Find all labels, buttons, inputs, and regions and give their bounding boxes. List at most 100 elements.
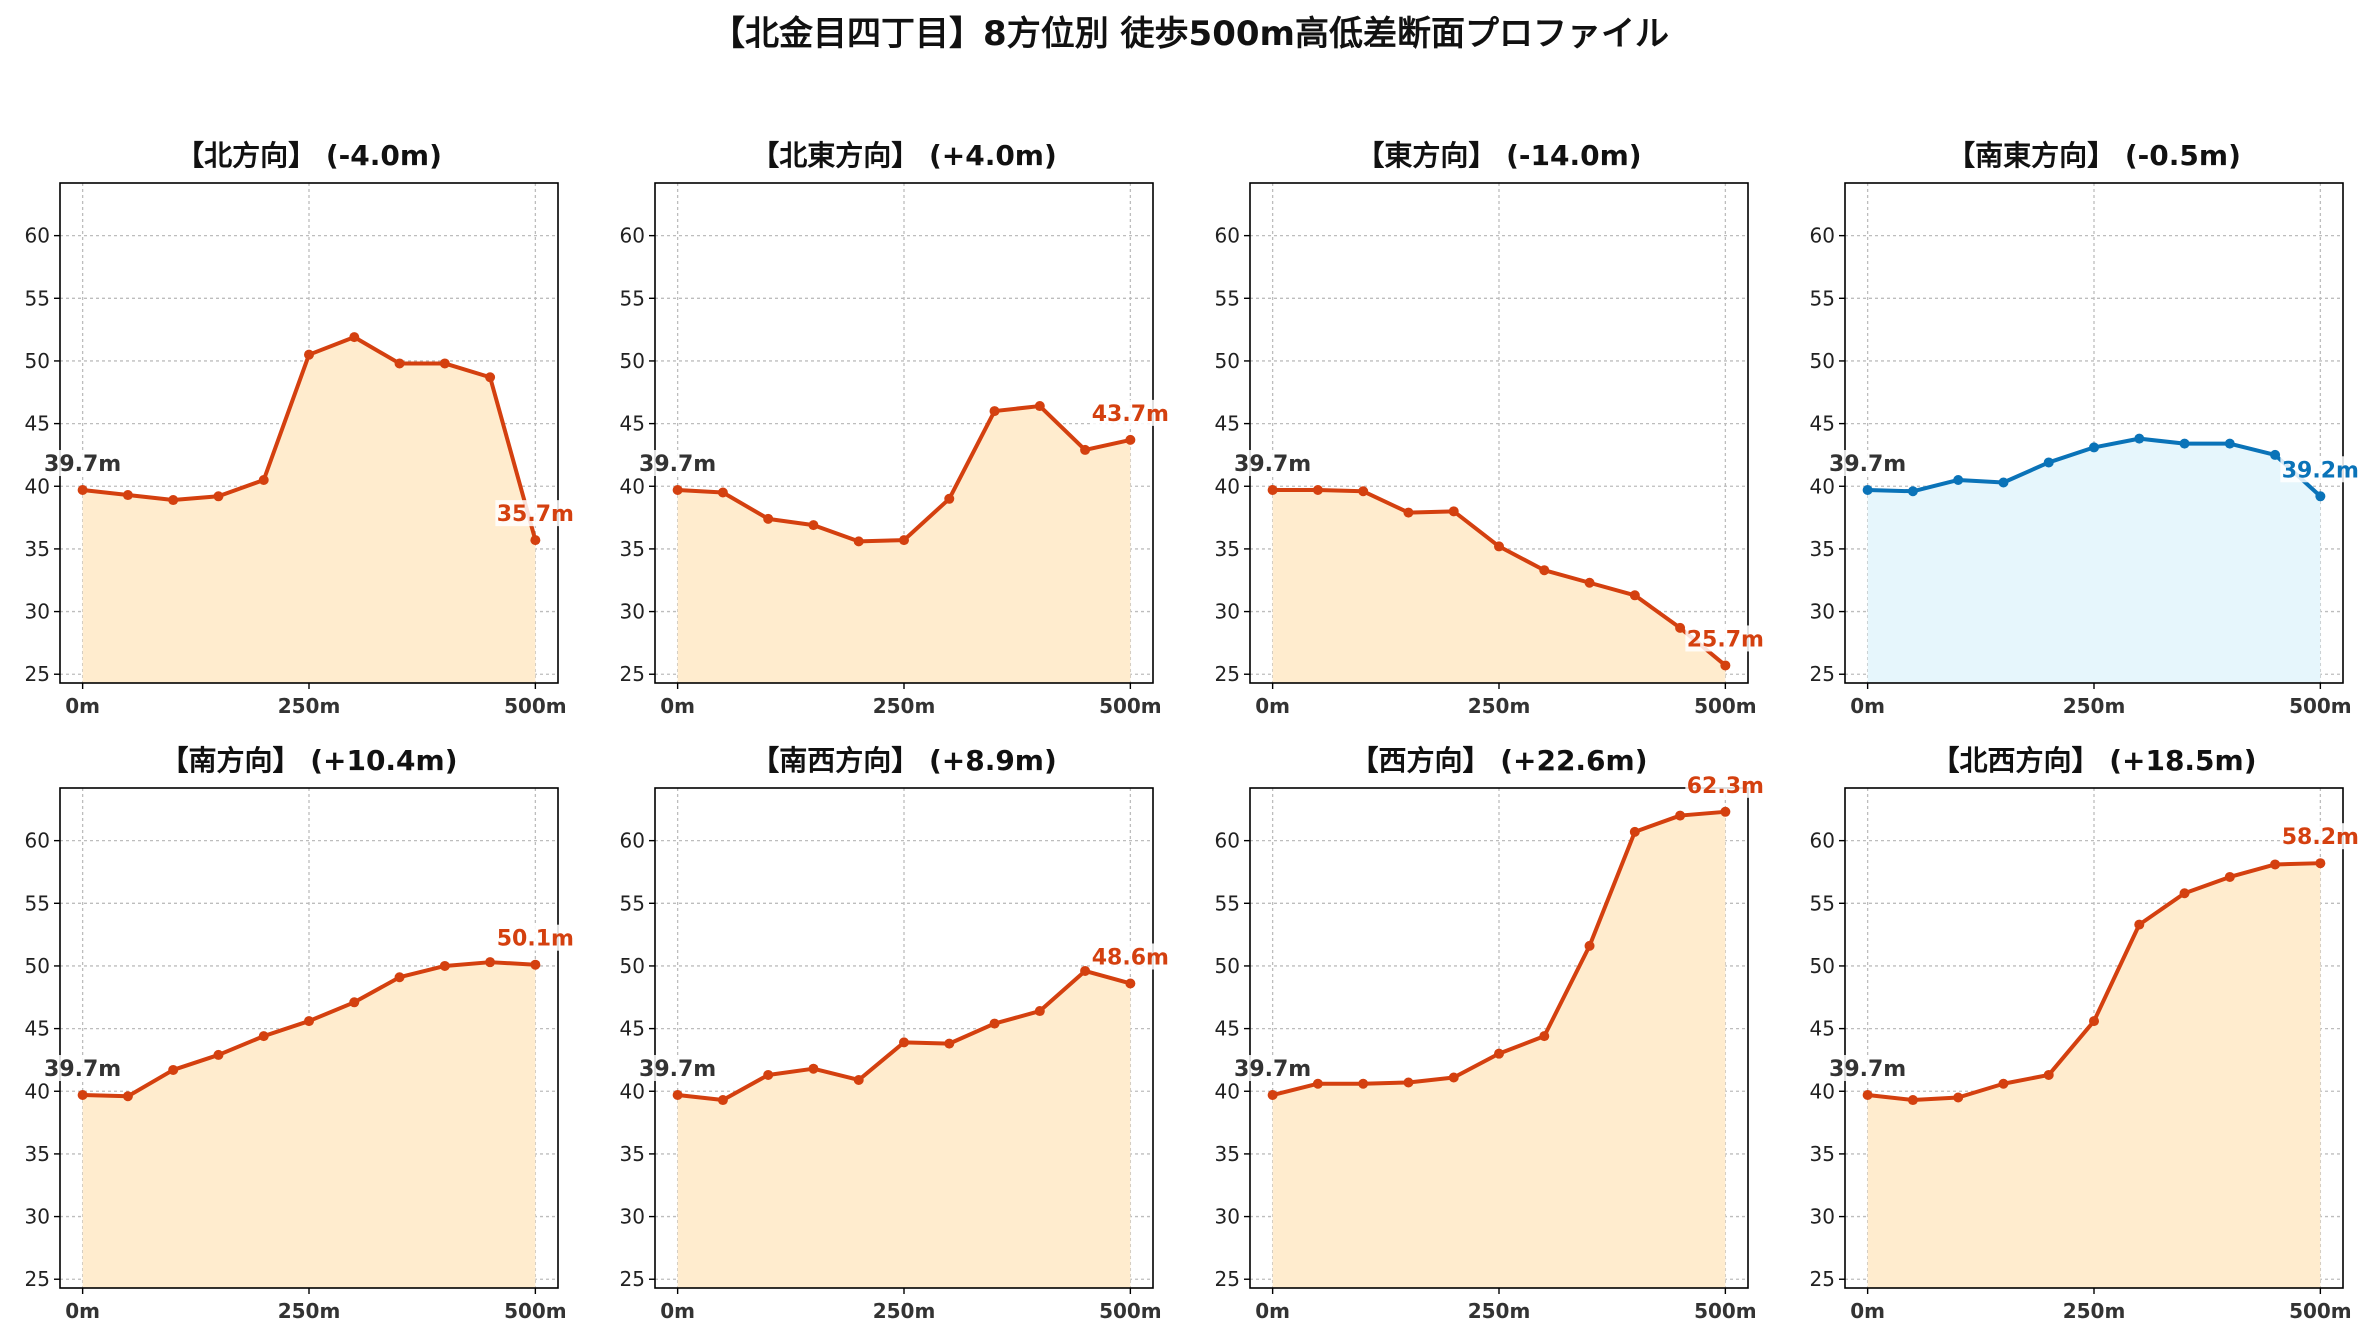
y-tick-label: 60 <box>1215 829 1240 853</box>
x-tick-label: 0m <box>1255 1299 1290 1323</box>
x-tick-label: 500m <box>2289 694 2352 718</box>
start-elevation-label: 39.7m <box>639 452 716 477</box>
data-point <box>808 1063 819 1074</box>
data-point <box>1953 1092 1964 1103</box>
data-point <box>1629 826 1640 837</box>
data-point <box>530 535 541 546</box>
profile-panel-3: 【東方向】 (-14.0m) 25 30 35 40 45 50 55 60 0m 250m 500m… <box>1215 139 1766 718</box>
start-elevation-label: 39.7m <box>44 1057 121 1082</box>
y-tick-label: 25 <box>620 1267 645 1291</box>
y-tick-label: 60 <box>1810 224 1835 248</box>
y-tick-label: 60 <box>1810 829 1835 853</box>
start-elevation-label: 39.7m <box>1829 1057 1906 1082</box>
y-tick-label: 30 <box>25 1205 50 1229</box>
data-point <box>2043 457 2054 468</box>
figure-title: 【北金目四丁目】8方位別 徒歩500m高低差断面プロファイル <box>711 14 1669 54</box>
end-elevation-label: 25.7m <box>1687 627 1764 652</box>
y-tick-label: 35 <box>1810 1142 1835 1166</box>
data-point <box>2270 859 2281 870</box>
start-label-bg <box>1827 1055 1908 1082</box>
y-tick-label: 25 <box>1810 662 1835 686</box>
start-label-bg <box>637 450 718 477</box>
y-tick-label: 60 <box>25 829 50 853</box>
data-point <box>2134 919 2145 930</box>
y-tick-label: 25 <box>1810 1267 1835 1291</box>
y-tick-label: 50 <box>1810 954 1835 978</box>
y-tick-label: 60 <box>25 224 50 248</box>
data-point <box>1125 978 1136 989</box>
y-tick-label: 25 <box>25 662 50 686</box>
data-point <box>439 960 450 971</box>
y-tick-label: 40 <box>1810 474 1835 498</box>
y-tick-label: 55 <box>1215 286 1240 310</box>
data-point <box>122 1091 133 1102</box>
end-elevation-label: 35.7m <box>497 502 574 527</box>
y-tick-label: 50 <box>25 954 50 978</box>
y-tick-label: 40 <box>25 1079 50 1103</box>
x-tick-label: 500m <box>1099 694 1162 718</box>
y-tick-label: 55 <box>25 286 50 310</box>
x-tick-label: 0m <box>65 694 100 718</box>
profile-panel-1: 【北方向】 (-4.0m) 25 30 35 40 45 50 55 60 0m 250m 500m 3… <box>25 139 576 718</box>
start-label-bg <box>42 450 123 477</box>
data-point <box>763 513 774 524</box>
end-label-bg <box>495 500 576 527</box>
y-tick-label: 35 <box>620 537 645 561</box>
data-point <box>1629 590 1640 601</box>
y-tick-label: 30 <box>1215 1205 1240 1229</box>
x-tick-label: 0m <box>660 694 695 718</box>
data-point <box>2224 438 2235 449</box>
data-point <box>1907 1095 1918 1106</box>
panel-title: 【東方向】 (-14.0m) <box>1356 139 1641 172</box>
data-point <box>1312 485 1323 496</box>
data-point <box>1034 1006 1045 1017</box>
data-point <box>2315 858 2326 869</box>
end-label-bg <box>1685 625 1766 652</box>
profile-panel-8: 【北西方向】 (+18.5m) 25 30 35 40 45 50 55 60 0m 250m 500… <box>1810 744 2361 1323</box>
y-tick-label: 60 <box>620 224 645 248</box>
start-elevation-label: 39.7m <box>44 452 121 477</box>
y-tick-label: 50 <box>1810 349 1835 373</box>
data-point <box>2089 1016 2099 1027</box>
panel-title: 【西方向】 (+22.6m) <box>1350 744 1647 777</box>
area-fill <box>82 337 536 683</box>
area-fill <box>1867 863 2321 1288</box>
x-tick-label: 250m <box>2063 1299 2126 1323</box>
data-point <box>213 491 224 502</box>
x-tick-label: 0m <box>65 1299 100 1323</box>
data-point <box>2089 442 2099 453</box>
data-point <box>1907 486 1918 497</box>
x-tick-label: 500m <box>2289 1299 2352 1323</box>
data-point <box>672 1090 683 1101</box>
data-point <box>1267 1090 1278 1101</box>
end-elevation-label: 62.3m <box>1687 774 1764 799</box>
start-label-bg <box>42 1055 123 1082</box>
data-point <box>2043 1069 2054 1080</box>
end-label-bg <box>1090 399 1171 426</box>
panel-title: 【南西方向】 (+8.9m) <box>751 744 1057 777</box>
data-point <box>944 493 955 504</box>
profile-panel-7: 【西方向】 (+22.6m) 25 30 35 40 45 50 55 60 0m 250m 500m… <box>1215 744 1766 1323</box>
data-point <box>1267 485 1278 496</box>
y-tick-label: 40 <box>1215 1079 1240 1103</box>
profile-panel-2: 【北東方向】 (+4.0m) 25 30 35 40 45 50 55 60 0m 250m 500m… <box>620 139 1171 718</box>
data-point <box>530 959 541 970</box>
start-label-bg <box>637 1055 718 1082</box>
x-tick-label: 250m <box>873 694 936 718</box>
data-point <box>258 474 269 485</box>
start-elevation-label: 39.7m <box>1234 452 1311 477</box>
y-tick-label: 25 <box>1215 1267 1240 1291</box>
data-point <box>1403 1077 1414 1088</box>
start-label-bg <box>1232 450 1313 477</box>
y-tick-label: 55 <box>620 891 645 915</box>
data-point <box>1312 1078 1323 1089</box>
y-tick-label: 45 <box>1810 412 1835 436</box>
x-tick-label: 0m <box>1850 694 1885 718</box>
data-point <box>2134 433 2145 444</box>
data-point <box>1358 486 1369 497</box>
data-point <box>1539 1031 1550 1042</box>
data-point <box>672 485 683 496</box>
y-tick-label: 30 <box>620 1205 645 1229</box>
start-label-bg <box>1827 450 1908 477</box>
